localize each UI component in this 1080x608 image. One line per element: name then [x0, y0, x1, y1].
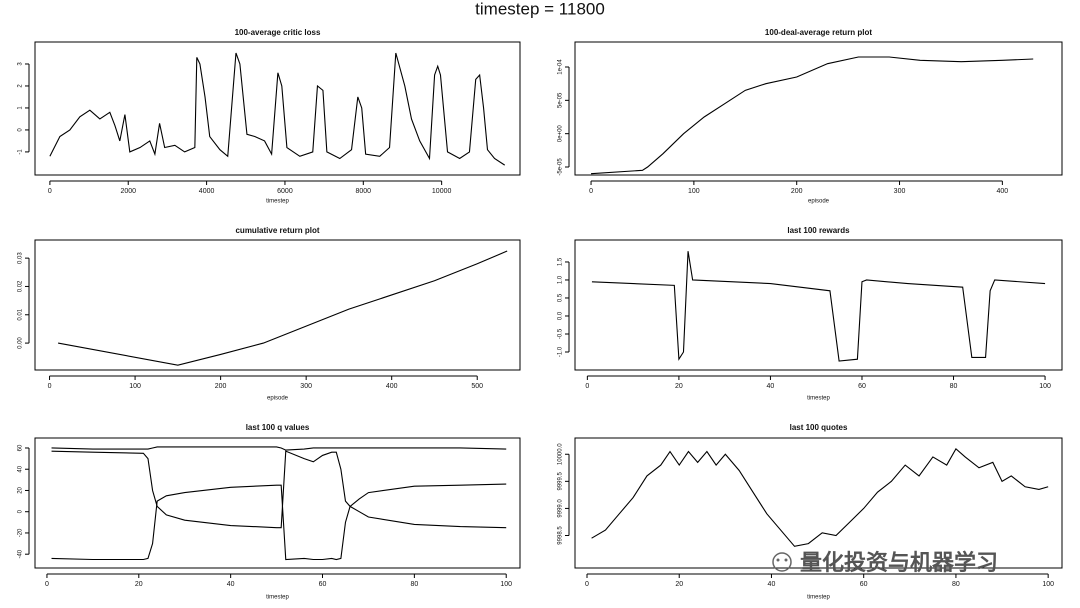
y-tick-label: 0.0	[558, 311, 564, 320]
y-tick-label: 0.00	[18, 337, 24, 349]
y-tick-label: 0	[18, 128, 24, 132]
x-tick-label: 40	[767, 383, 775, 390]
y-tick-label: 3	[18, 62, 24, 66]
plot-frame	[574, 41, 1063, 176]
x-tick-label: 400	[997, 188, 1009, 195]
data-line	[49, 52, 506, 166]
y-tick-label: 0	[18, 509, 24, 513]
plot-frame	[574, 239, 1063, 371]
watermark-icon	[772, 552, 792, 572]
x-tick-label: 40	[768, 581, 776, 588]
y-tick-label: -20	[18, 528, 24, 537]
data-line	[591, 447, 1049, 547]
x-tick-label: 4000	[199, 188, 215, 195]
x-axis-label: timestep	[807, 396, 830, 402]
panel-title: 100-deal-average return plot	[765, 28, 872, 37]
x-tick-label: 100	[129, 383, 141, 390]
y-tick-label: 60	[18, 444, 24, 451]
y-tick-label: 9998.5	[558, 526, 564, 545]
panel-title: last 100 rewards	[787, 226, 850, 235]
x-tick-label: 0	[585, 581, 589, 588]
plot-frame	[574, 437, 1063, 569]
plot-frame	[34, 41, 521, 176]
x-tick-label: 60	[860, 581, 868, 588]
x-tick-label: 8000	[356, 188, 372, 195]
panel-title: last 100 quotes	[790, 423, 848, 432]
data-line	[51, 446, 507, 451]
x-axis-label: timestep	[266, 199, 289, 205]
x-tick-label: 300	[894, 188, 906, 195]
x-tick-label: 400	[386, 383, 398, 390]
x-tick-label: 20	[675, 581, 683, 588]
panel-title: cumulative return plot	[235, 226, 319, 235]
y-tick-label: -40	[18, 549, 24, 558]
y-tick-label: 1e-04	[558, 59, 564, 75]
y-tick-label: 1	[18, 106, 24, 110]
x-tick-label: 10000	[432, 188, 452, 195]
x-tick-label: 0	[45, 581, 49, 588]
plot-frame	[34, 239, 521, 371]
y-tick-label: -1.0	[558, 346, 564, 357]
y-tick-label: 10000.0	[558, 443, 564, 465]
x-tick-label: 0	[48, 188, 52, 195]
x-tick-label: 40	[227, 581, 235, 588]
data-line	[58, 250, 508, 366]
x-tick-label: 0	[48, 383, 52, 390]
x-axis-label: episode	[808, 199, 830, 205]
x-tick-label: 100	[1042, 581, 1054, 588]
x-tick-label: 20	[135, 581, 143, 588]
y-tick-label: 0.01	[18, 308, 24, 320]
y-tick-label: -0.5	[558, 328, 564, 339]
x-tick-label: 2000	[120, 188, 136, 195]
x-tick-label: 0	[585, 383, 589, 390]
x-tick-label: 100	[500, 581, 512, 588]
data-line	[51, 450, 507, 529]
x-tick-label: 300	[300, 383, 312, 390]
data-line	[591, 251, 1046, 362]
x-axis-label: timestep	[807, 595, 830, 601]
y-tick-label: 0.5	[558, 293, 564, 302]
y-tick-label: 1.5	[558, 257, 564, 266]
y-tick-label: 0.02	[18, 280, 24, 292]
watermark-icon-dot	[784, 558, 788, 562]
x-tick-label: 100	[1039, 383, 1051, 390]
y-tick-label: 5e-05	[558, 92, 564, 108]
x-tick-label: 100	[688, 188, 700, 195]
panel-title: last 100 q values	[246, 423, 310, 432]
watermark-icon-dot	[776, 558, 780, 562]
y-tick-label: 40	[18, 465, 24, 472]
y-tick-label: -5e-05	[558, 158, 564, 176]
y-tick-label: 2	[18, 84, 24, 88]
figure-title: timestep = 11800	[475, 0, 605, 18]
x-tick-label: 60	[858, 383, 866, 390]
y-tick-label: 9999.0	[558, 499, 564, 518]
x-tick-label: 0	[589, 188, 593, 195]
x-axis-label: episode	[267, 396, 289, 402]
x-tick-label: 200	[791, 188, 803, 195]
y-tick-label: 0.03	[18, 252, 24, 264]
y-tick-label: -1	[18, 149, 24, 155]
x-tick-label: 200	[215, 383, 227, 390]
x-tick-label: 20	[675, 383, 683, 390]
y-tick-label: 9999.5	[558, 471, 564, 490]
x-tick-label: 6000	[277, 188, 293, 195]
x-axis-label: timestep	[266, 595, 289, 601]
panel-title: 100-average critic loss	[235, 28, 321, 37]
x-tick-label: 80	[950, 383, 958, 390]
data-line	[591, 56, 1034, 175]
watermark: 量化投资与机器学习	[800, 550, 998, 575]
y-tick-label: 1.0	[558, 275, 564, 284]
x-tick-label: 80	[952, 581, 960, 588]
y-tick-label: 20	[18, 486, 24, 493]
plot-frame	[34, 437, 521, 569]
y-tick-label: 0e+00	[558, 125, 564, 143]
data-line	[51, 483, 507, 561]
x-tick-label: 80	[410, 581, 418, 588]
x-tick-label: 500	[471, 383, 483, 390]
x-tick-label: 60	[319, 581, 327, 588]
